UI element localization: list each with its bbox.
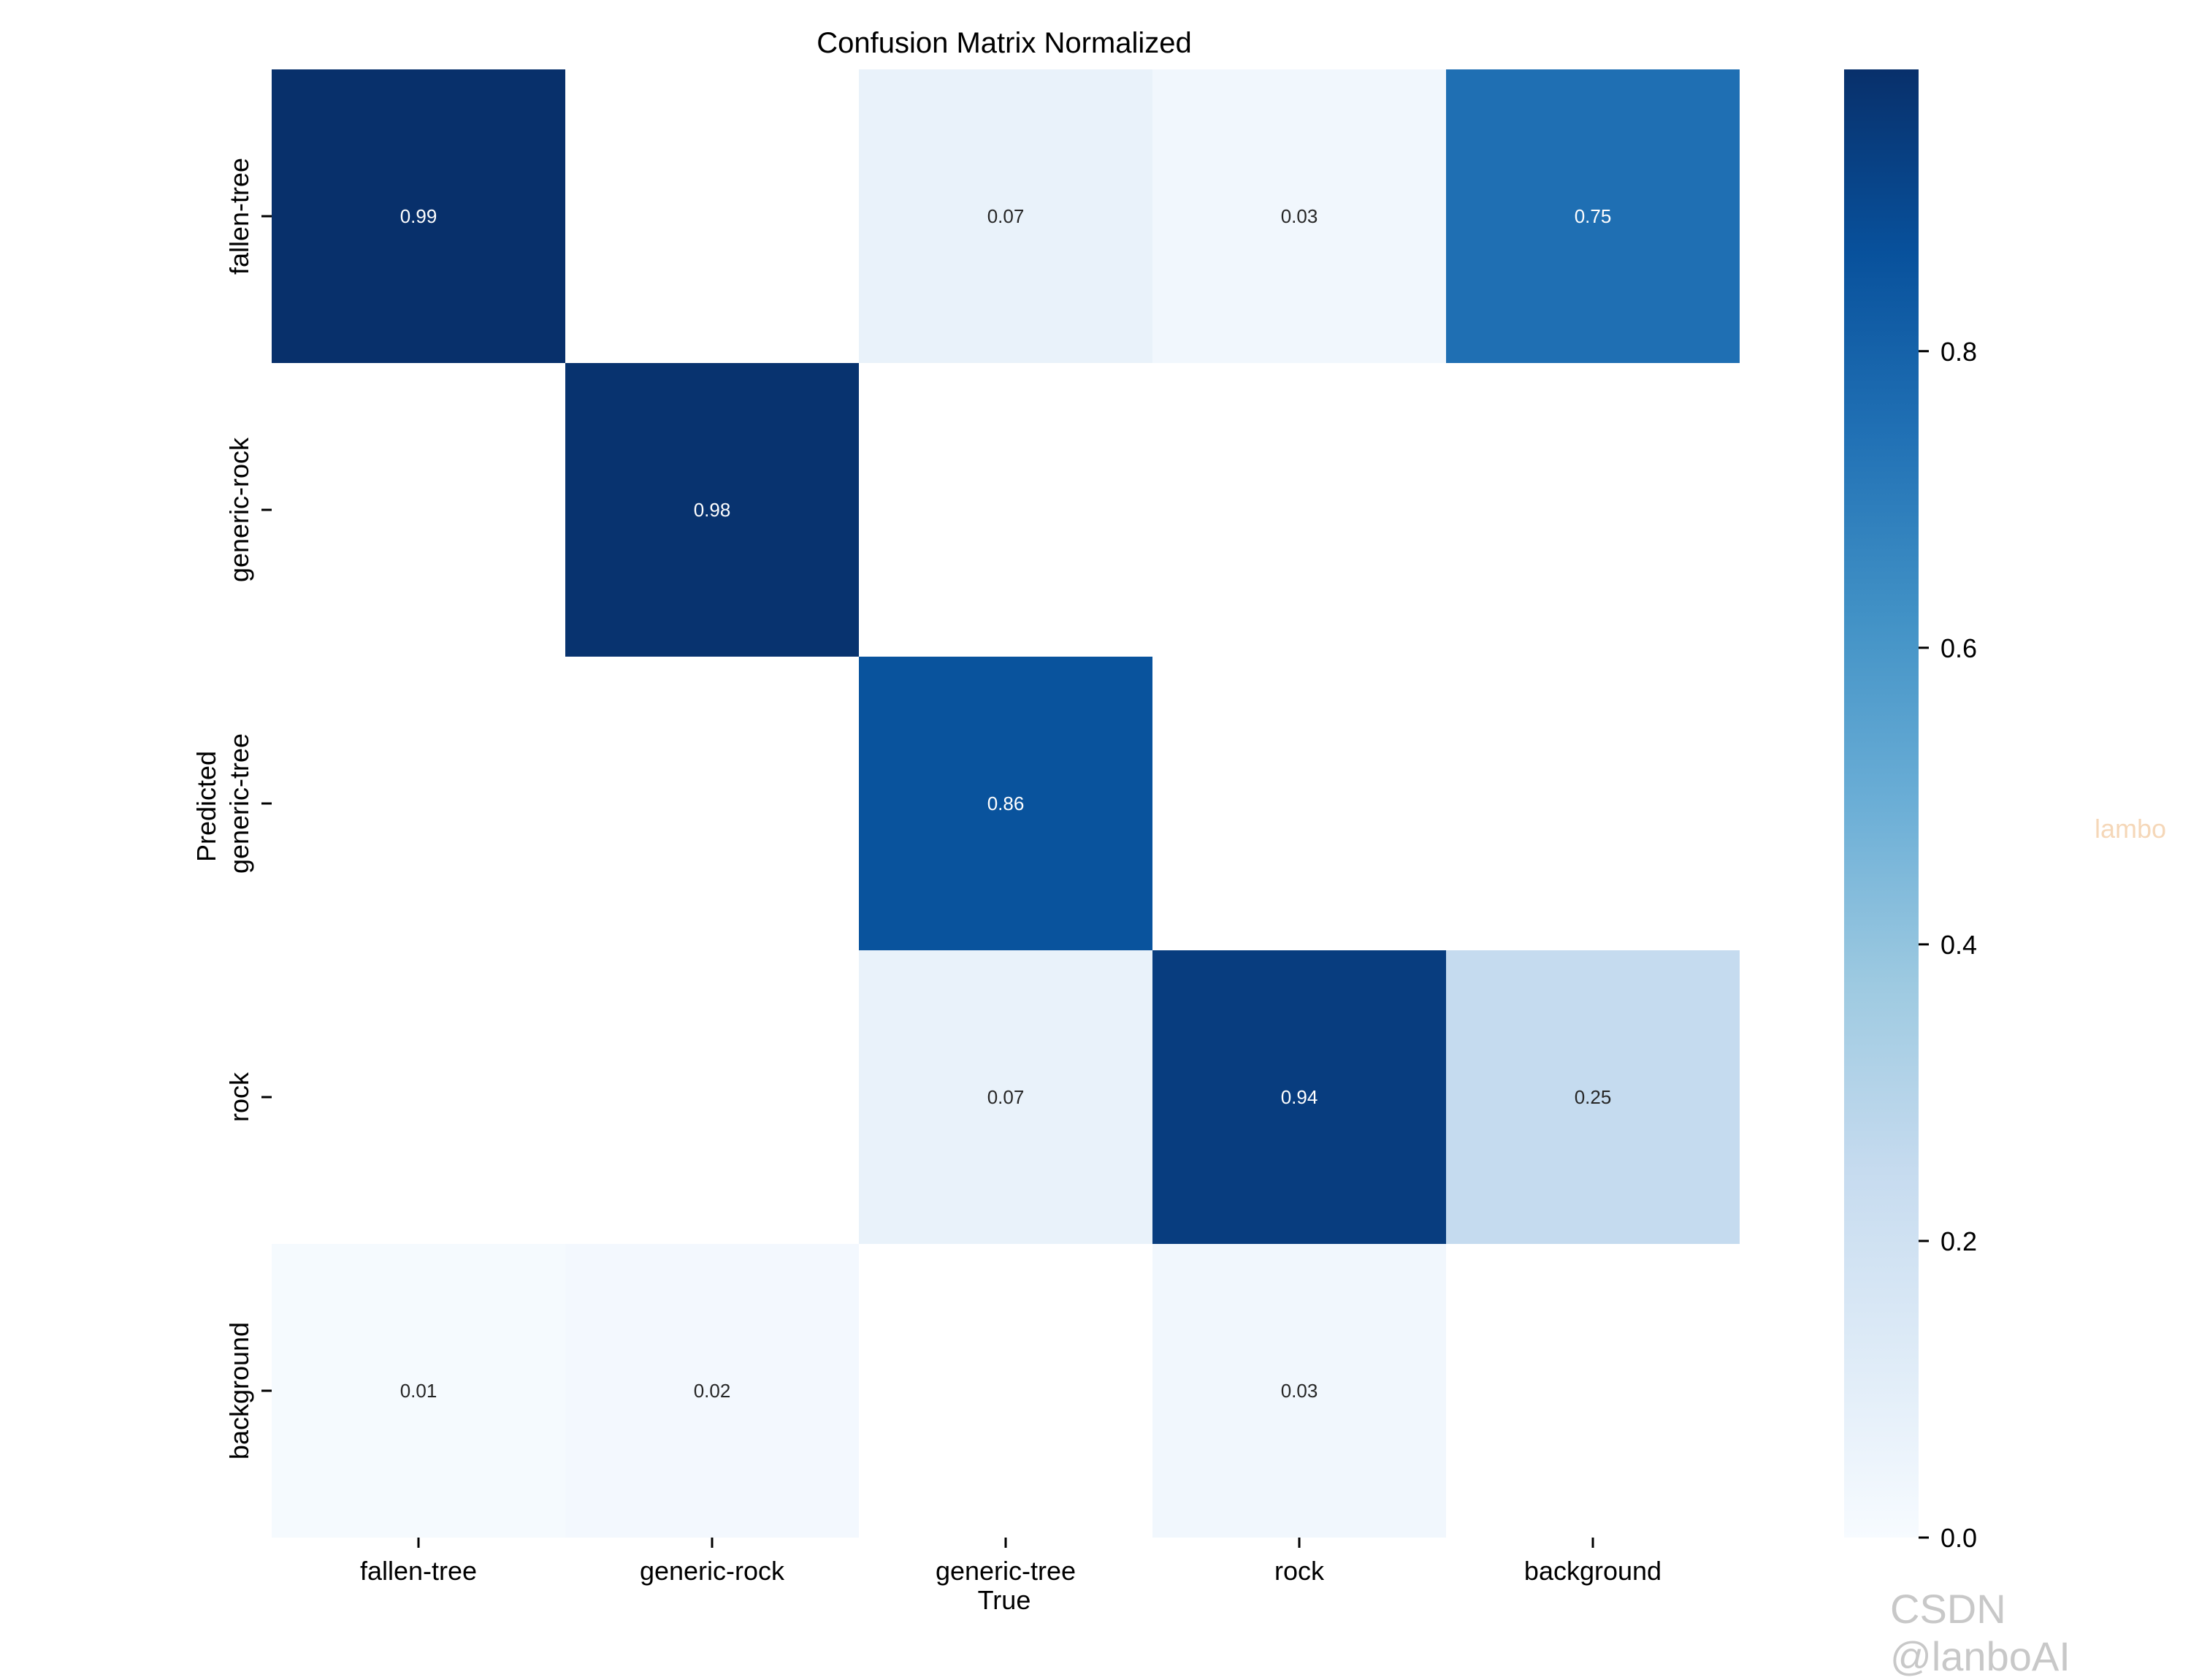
heatmap-cell bbox=[565, 950, 859, 1244]
colorbar: 0.0 0.2 0.4 0.6 0.8 bbox=[1844, 69, 1977, 1553]
cell-value-label: 0.98 bbox=[694, 499, 731, 521]
heatmap-cell bbox=[859, 1244, 1152, 1538]
x-tick-label: generic-rock bbox=[640, 1556, 785, 1586]
colorbar-gradient bbox=[1844, 69, 1919, 1538]
x-axis-ticks: fallen-tree generic-rock generic-tree rock b… bbox=[360, 1538, 1662, 1586]
colorbar-tick-label: 0.2 bbox=[1940, 1226, 1977, 1256]
y-axis-ticks: fallen-tree generic-rock generic-tree rock b… bbox=[224, 158, 272, 1459]
heatmap-cell bbox=[1152, 363, 1446, 657]
chart-title: Confusion Matrix Normalized bbox=[817, 27, 1192, 59]
x-axis-label: True bbox=[978, 1585, 1031, 1615]
cell-value-label: 0.03 bbox=[1281, 1380, 1318, 1402]
heatmap-cell bbox=[859, 363, 1152, 657]
heatmap-cell bbox=[565, 657, 859, 950]
x-tick-label: generic-tree bbox=[936, 1556, 1076, 1586]
cell-value-label: 0.03 bbox=[1281, 205, 1318, 227]
cell-value-label: 0.07 bbox=[987, 1086, 1025, 1108]
x-tick-label: background bbox=[1524, 1556, 1662, 1586]
heatmap-cell bbox=[859, 657, 1152, 950]
y-tick-label: rock bbox=[224, 1072, 254, 1122]
colorbar-tick-label: 0.8 bbox=[1940, 337, 1977, 367]
heatmap-cell bbox=[1152, 657, 1446, 950]
heatmap-cell bbox=[565, 69, 859, 363]
heatmap-cell bbox=[272, 363, 565, 657]
colorbar-tick-label: 0.6 bbox=[1940, 633, 1977, 663]
heatmap-cell bbox=[1152, 69, 1446, 363]
heatmap-cell bbox=[272, 950, 565, 1244]
heatmap-cell bbox=[1446, 69, 1740, 363]
cell-value-label: 0.86 bbox=[987, 793, 1025, 814]
watermark-side: lambo bbox=[2095, 814, 2167, 844]
heatmap-cell bbox=[1152, 1244, 1446, 1538]
heatmap-cell bbox=[859, 950, 1152, 1244]
cell-value-label: 0.25 bbox=[1575, 1086, 1612, 1108]
y-tick-label: fallen-tree bbox=[224, 158, 254, 275]
x-tick-label: fallen-tree bbox=[360, 1556, 477, 1586]
confusion-matrix-chart: Confusion Matrix Normalized 0.99 0.07 0.03… bbox=[191, 27, 1977, 1615]
cell-value-label: 0.94 bbox=[1281, 1086, 1318, 1108]
heatmap-cell bbox=[272, 1244, 565, 1538]
colorbar-tick-label: 0.0 bbox=[1940, 1523, 1977, 1553]
y-tick-label: background bbox=[224, 1322, 254, 1459]
y-axis-label: Predicted bbox=[191, 751, 221, 862]
heatmap-cell bbox=[272, 69, 565, 363]
watermark-corner: CSDN @lanboAI bbox=[1890, 1586, 2070, 1679]
heatmap-cell bbox=[272, 657, 565, 950]
y-tick-label: generic-rock bbox=[224, 437, 254, 582]
colorbar-ticks: 0.0 0.2 0.4 0.6 0.8 bbox=[1919, 337, 1977, 1553]
heatmap-cell bbox=[1446, 1244, 1740, 1538]
cell-value-label: 0.99 bbox=[400, 205, 437, 227]
heatmap-cell bbox=[1152, 950, 1446, 1244]
cell-value-label: 0.02 bbox=[694, 1380, 731, 1402]
cell-value-label: 0.01 bbox=[400, 1380, 437, 1402]
cell-value-label: 0.07 bbox=[987, 205, 1025, 227]
heatmap-cell bbox=[859, 69, 1152, 363]
heatmap-cells: 0.99 0.07 0.03 0.75 0.98 0.86 0.07 0.94 0.25 0.01… bbox=[272, 69, 1740, 1538]
heatmap-cell bbox=[1446, 950, 1740, 1244]
heatmap-cell bbox=[1446, 657, 1740, 950]
heatmap-cell bbox=[565, 1244, 859, 1538]
cell-value-label: 0.75 bbox=[1575, 205, 1612, 227]
heatmap-cell bbox=[1446, 363, 1740, 657]
y-tick-label: generic-tree bbox=[224, 733, 254, 874]
x-tick-label: rock bbox=[1274, 1556, 1325, 1586]
heatmap-cell bbox=[565, 363, 859, 657]
colorbar-tick-label: 0.4 bbox=[1940, 930, 1977, 960]
